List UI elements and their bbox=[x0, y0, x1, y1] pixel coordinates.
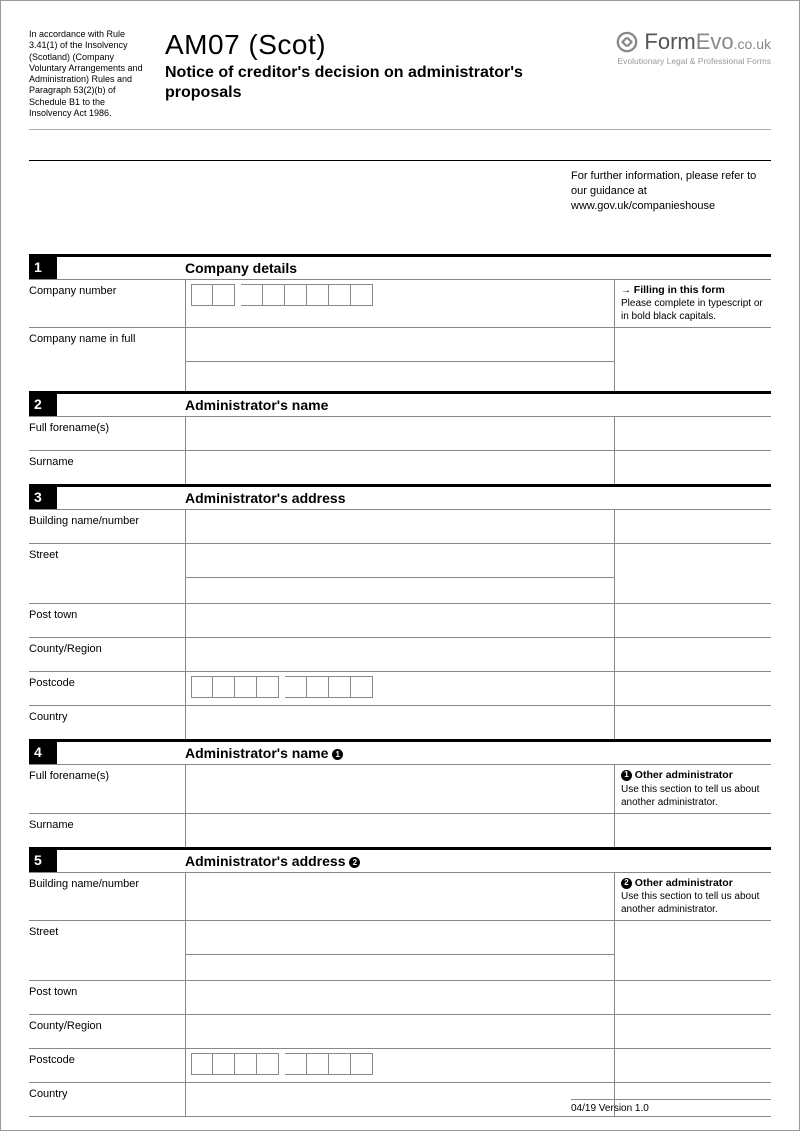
postcode-field-2[interactable] bbox=[185, 1049, 615, 1082]
sidenote-other-1: 1 Other administratorUse this section to… bbox=[615, 765, 771, 813]
section-title: Administrator's name 1 bbox=[57, 742, 343, 764]
section-title: Administrator's address 2 bbox=[57, 850, 360, 872]
footnote-2-icon: 2 bbox=[349, 857, 360, 868]
section-admin-address-2: 5Administrator's address 2 Building name… bbox=[29, 847, 771, 1118]
section-title: Company details bbox=[57, 257, 297, 279]
title-block: AM07 (Scot) Notice of creditor's decisio… bbox=[165, 29, 600, 119]
label-forename: Full forename(s) bbox=[29, 765, 185, 813]
postcode-field[interactable] bbox=[185, 672, 615, 705]
section-number: 2 bbox=[29, 394, 57, 416]
posttown-field-2[interactable] bbox=[185, 981, 615, 1014]
label-building: Building name/number bbox=[29, 510, 185, 543]
label-surname: Surname bbox=[29, 814, 185, 847]
label-company-number: Company number bbox=[29, 280, 185, 328]
form-title: Notice of creditor's decision on adminis… bbox=[165, 63, 600, 103]
logo-text: FormEvo.co.uk bbox=[644, 29, 771, 55]
street-field-2[interactable] bbox=[185, 577, 615, 603]
label-surname: Surname bbox=[29, 451, 185, 484]
company-name-field-2[interactable] bbox=[185, 361, 615, 391]
county-field[interactable] bbox=[185, 638, 615, 671]
label-postcode: Postcode bbox=[29, 672, 185, 705]
posttown-field[interactable] bbox=[185, 604, 615, 637]
sidenote-filling: → Filling in this formPlease complete in… bbox=[615, 280, 771, 328]
label-forename: Full forename(s) bbox=[29, 417, 185, 450]
label-country: Country bbox=[29, 706, 185, 739]
formevo-icon bbox=[616, 31, 638, 53]
label-county: County/Region bbox=[29, 638, 185, 671]
section-admin-address: 3Administrator's address Building name/n… bbox=[29, 484, 771, 739]
label-street: Street bbox=[29, 544, 185, 577]
company-number-field[interactable] bbox=[185, 280, 615, 328]
legal-reference: In accordance with Rule 3.41(1) of the I… bbox=[29, 29, 149, 119]
footnote-1-icon: 1 bbox=[332, 749, 343, 760]
surname-field-2[interactable] bbox=[185, 814, 615, 847]
surname-field[interactable] bbox=[185, 451, 615, 484]
label-country: Country bbox=[29, 1083, 185, 1116]
building-field[interactable] bbox=[185, 510, 615, 543]
footer-version: 04/19 Version 1.0 bbox=[571, 1099, 771, 1114]
company-name-field[interactable] bbox=[185, 328, 615, 361]
street-field[interactable] bbox=[185, 544, 615, 577]
section-company-details: 1Company details Company number → Fillin… bbox=[29, 254, 771, 392]
label-posttown: Post town bbox=[29, 981, 185, 1014]
label-county: County/Region bbox=[29, 1015, 185, 1048]
section-number: 3 bbox=[29, 487, 57, 509]
country-field-2[interactable] bbox=[185, 1083, 615, 1116]
header: In accordance with Rule 3.41(1) of the I… bbox=[29, 29, 771, 130]
section-number: 5 bbox=[29, 850, 57, 872]
label-street: Street bbox=[29, 921, 185, 954]
county-field-2[interactable] bbox=[185, 1015, 615, 1048]
country-field[interactable] bbox=[185, 706, 615, 739]
forename-field-2[interactable] bbox=[185, 765, 615, 813]
section-admin-name-2: 4Administrator's name 1 Full forename(s)… bbox=[29, 739, 771, 847]
guidance-note: For further information, please refer to… bbox=[29, 169, 771, 214]
section-admin-name: 2Administrator's name Full forename(s) S… bbox=[29, 391, 771, 484]
street-field-b[interactable] bbox=[185, 921, 615, 954]
logo: FormEvo.co.uk Evolutionary Legal & Profe… bbox=[616, 29, 771, 119]
form-page: In accordance with Rule 3.41(1) of the I… bbox=[0, 0, 800, 1131]
label-building: Building name/number bbox=[29, 873, 185, 921]
logo-tagline: Evolutionary Legal & Professional Forms bbox=[616, 56, 771, 66]
label-company-name: Company name in full bbox=[29, 328, 185, 361]
divider bbox=[29, 160, 771, 161]
label-postcode: Postcode bbox=[29, 1049, 185, 1082]
label-posttown: Post town bbox=[29, 604, 185, 637]
street-field-b2[interactable] bbox=[185, 954, 615, 980]
building-field-2[interactable] bbox=[185, 873, 615, 921]
section-title: Administrator's address bbox=[57, 487, 346, 509]
forename-field[interactable] bbox=[185, 417, 615, 450]
sidenote-other-2: 2 Other administratorUse this section to… bbox=[615, 873, 771, 921]
form-code: AM07 (Scot) bbox=[165, 29, 600, 61]
section-number: 1 bbox=[29, 257, 57, 279]
section-title: Administrator's name bbox=[57, 394, 328, 416]
section-number: 4 bbox=[29, 742, 57, 764]
